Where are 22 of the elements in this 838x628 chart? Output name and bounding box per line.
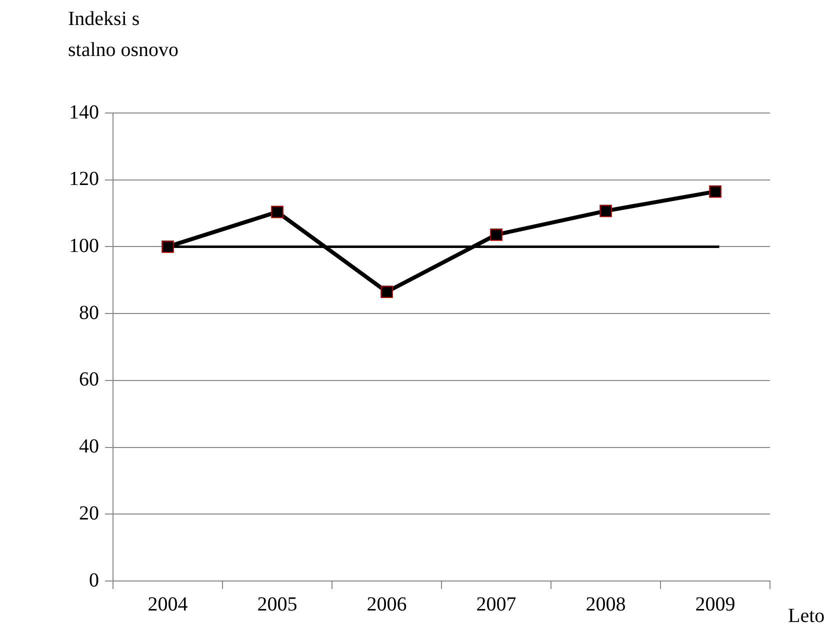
x-tick-label: 2007 xyxy=(476,593,516,616)
point xyxy=(709,185,722,198)
point xyxy=(271,206,284,218)
point xyxy=(600,204,612,218)
y-tick-label: 140 xyxy=(69,101,99,124)
y-tick-label: 20 xyxy=(79,502,99,524)
point xyxy=(490,228,502,241)
x-axis-title: Leto xyxy=(788,605,825,627)
y-tick-label: 60 xyxy=(79,368,99,391)
y-tick-label: 80 xyxy=(79,302,99,324)
x-tick-label: 2009 xyxy=(695,593,736,616)
point xyxy=(380,286,393,298)
x-tick-label: 2006 xyxy=(366,593,407,616)
x-tick-label: 2005 xyxy=(257,593,298,616)
y-tick-label: 40 xyxy=(79,436,99,458)
point xyxy=(162,240,174,253)
x-tick-label: 2004 xyxy=(148,593,188,616)
y-tick-label: 0 xyxy=(89,569,99,592)
y-tick-label: 120 xyxy=(69,168,99,190)
y-axis-title: Indeksi s stalno osnovo xyxy=(68,8,179,61)
x-tick-label: 2008 xyxy=(586,593,626,616)
y-tick-label: 100 xyxy=(69,234,99,257)
